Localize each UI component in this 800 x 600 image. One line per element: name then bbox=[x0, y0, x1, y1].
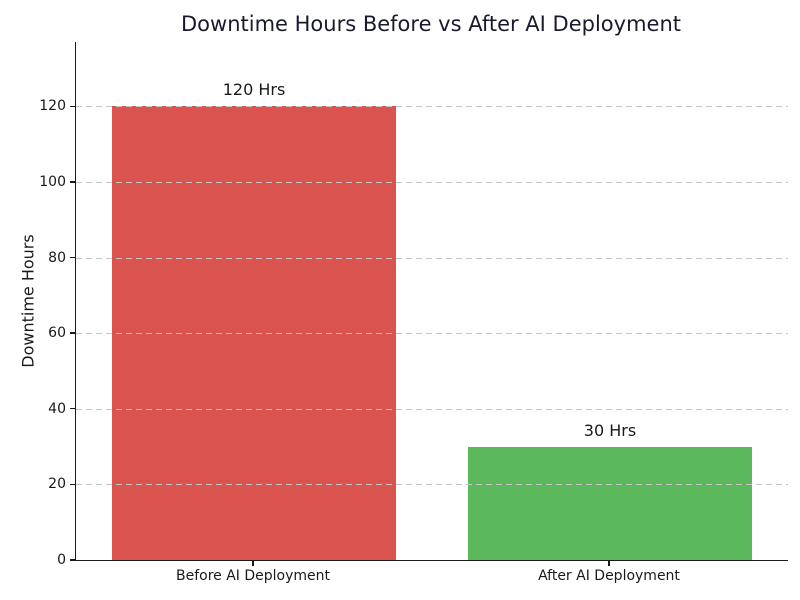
gridline bbox=[76, 257, 788, 259]
y-tick-label: 0 bbox=[57, 552, 66, 568]
chart-title: Downtime Hours Before vs After AI Deploy… bbox=[181, 12, 681, 36]
bar-after-ai-deployment bbox=[467, 446, 753, 560]
y-tick-label: 80 bbox=[48, 249, 66, 266]
bar-value-label: 120 Hrs bbox=[222, 80, 286, 100]
gridline bbox=[76, 408, 788, 410]
gridline bbox=[76, 106, 788, 108]
x-tick-mark bbox=[608, 561, 610, 566]
x-tick-label: Before AI Deployment bbox=[175, 568, 330, 584]
y-tick-label: 100 bbox=[39, 173, 66, 190]
y-tick-mark bbox=[70, 408, 75, 410]
y-tick-label: 60 bbox=[48, 325, 66, 342]
y-tick-mark bbox=[70, 105, 75, 107]
y-tick-mark bbox=[70, 559, 75, 561]
gridline bbox=[76, 333, 788, 335]
y-tick-mark bbox=[70, 181, 75, 183]
y-tick-mark bbox=[70, 483, 75, 486]
y-tick-label: 40 bbox=[48, 400, 66, 417]
x-tick-mark bbox=[252, 561, 254, 566]
gridline bbox=[76, 181, 788, 183]
bar-value-label: 30 Hrs bbox=[583, 420, 637, 440]
y-tick-mark bbox=[70, 332, 75, 334]
y-tick-label: 120 bbox=[39, 98, 66, 115]
x-tick-label: After AI Deployment bbox=[538, 568, 680, 584]
gridline bbox=[76, 484, 788, 486]
y-tick-label: 20 bbox=[48, 476, 66, 493]
y-tick-mark bbox=[70, 256, 75, 259]
plot-area: 120 Hrs 30 Hrs bbox=[75, 42, 788, 561]
